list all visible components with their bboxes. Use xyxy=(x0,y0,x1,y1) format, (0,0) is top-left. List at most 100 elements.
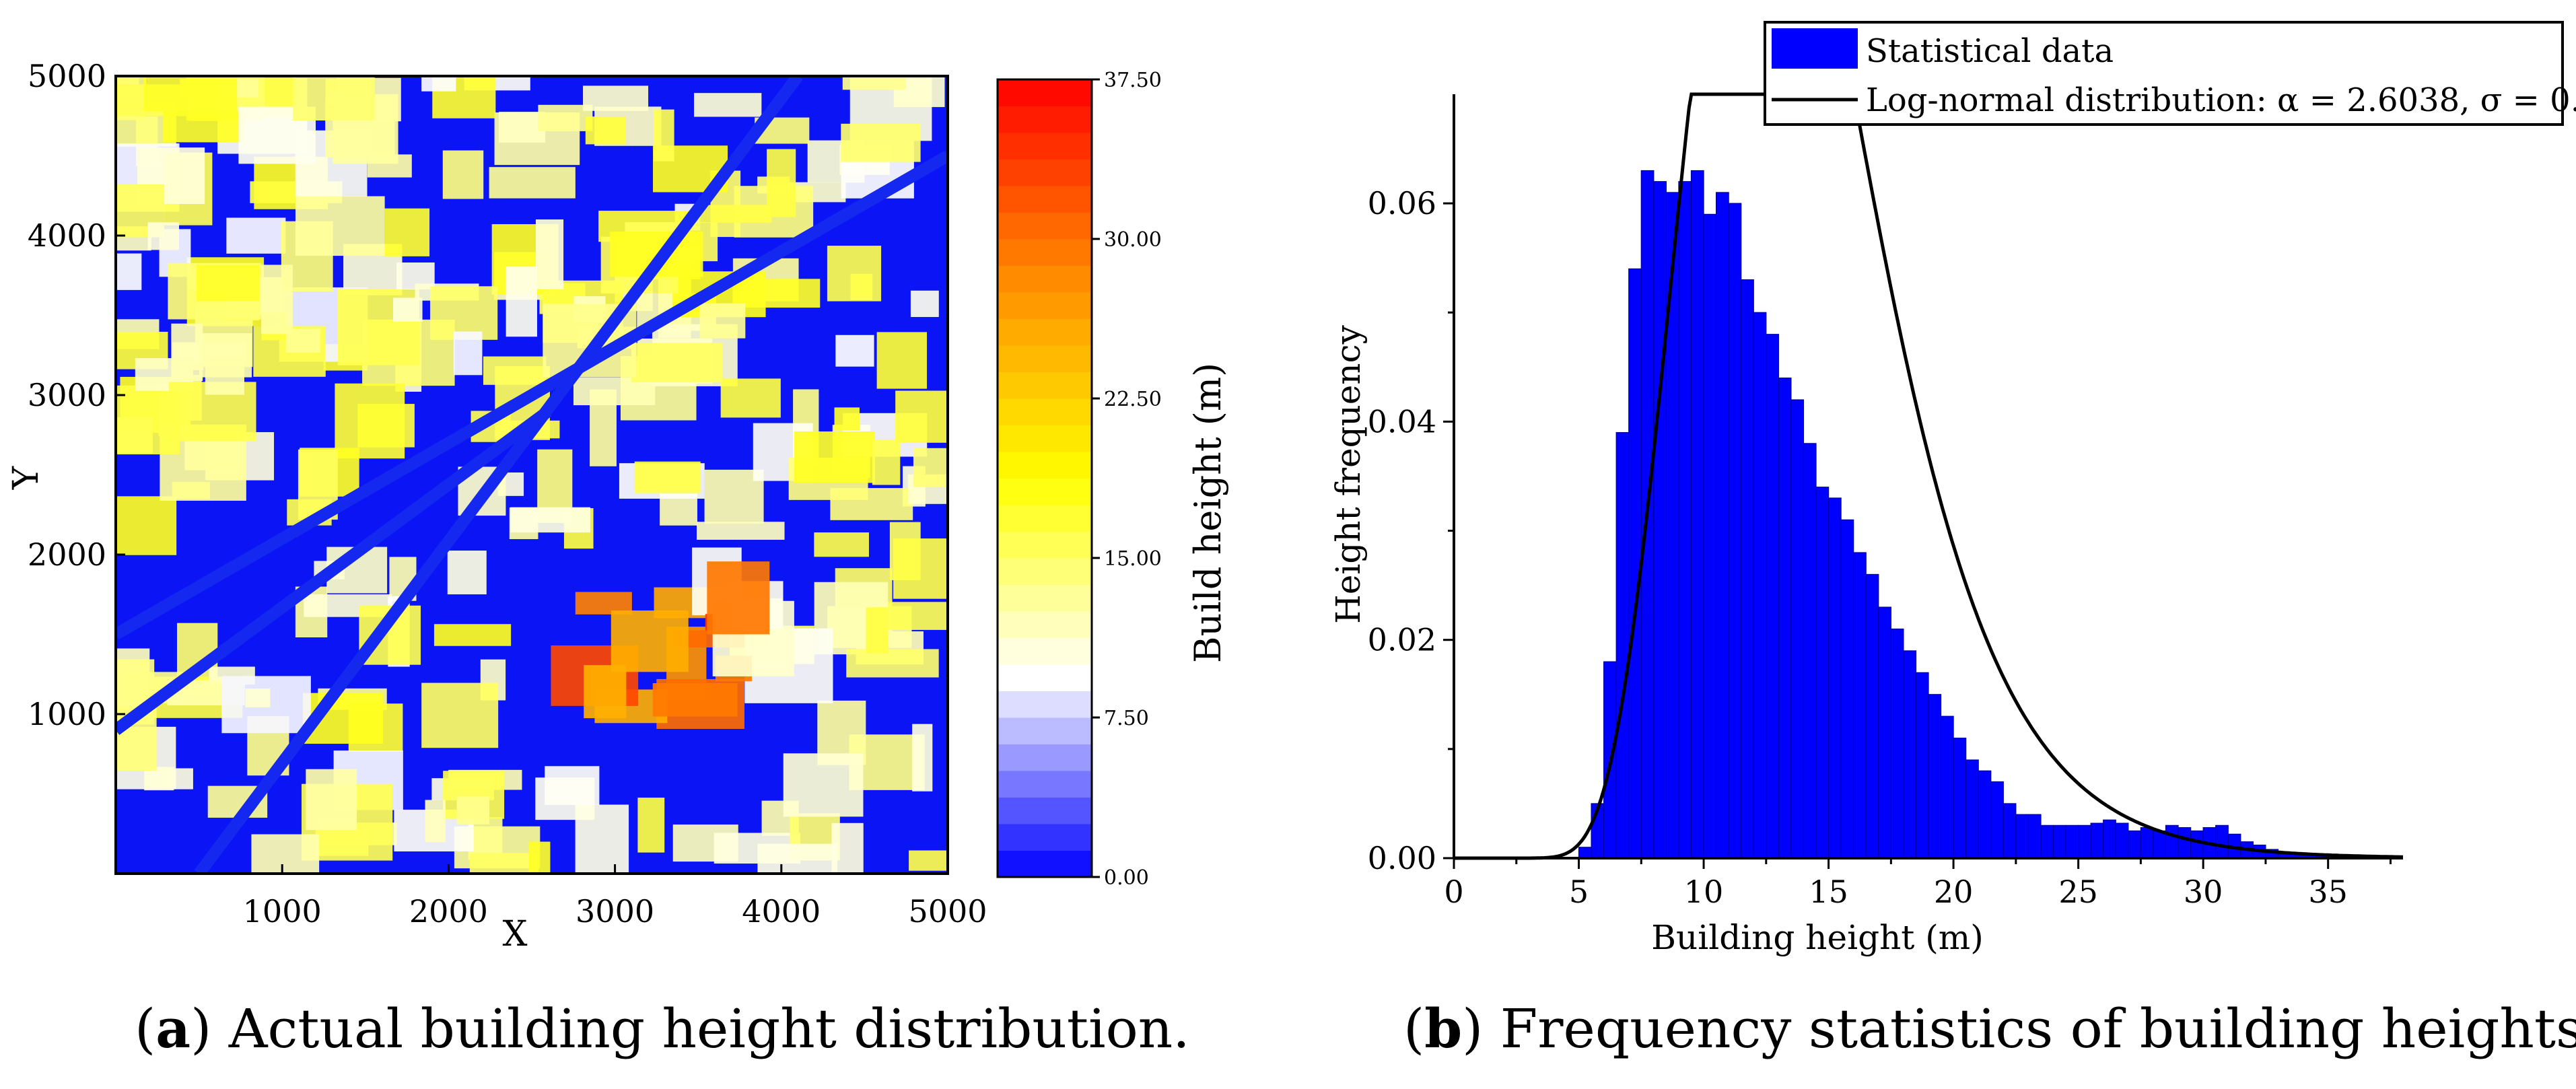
colorbar-level xyxy=(998,186,1092,213)
building-block xyxy=(535,219,564,289)
histogram-bar xyxy=(2015,814,2029,859)
histogram-bar xyxy=(1903,650,1917,859)
colorbar-level xyxy=(998,212,1092,240)
building-block xyxy=(335,383,405,459)
building-block xyxy=(506,267,537,337)
hist-y-tick-label: 0.00 xyxy=(1368,840,1436,876)
map-x-axis-label: X xyxy=(502,914,527,954)
map-x-tick-label: 4000 xyxy=(742,893,821,929)
building-block xyxy=(707,561,770,635)
histogram-bar xyxy=(1790,399,1805,859)
colorbar-level xyxy=(998,797,1092,824)
histogram-bar xyxy=(1940,715,1954,859)
building-block xyxy=(872,440,901,485)
histogram-bar xyxy=(1840,519,1854,859)
building-block xyxy=(757,843,838,874)
building-block xyxy=(631,343,723,383)
colorbar-level xyxy=(998,717,1092,744)
building-block xyxy=(634,461,701,493)
hist-y-tick-label: 0.06 xyxy=(1368,185,1436,221)
histogram-bar xyxy=(1728,203,1742,859)
histogram-bar xyxy=(2065,824,2079,859)
histogram-bar xyxy=(1928,694,1942,859)
hist-x-tick-label: 10 xyxy=(1684,874,1724,910)
colorbar-level xyxy=(998,318,1092,346)
map-y-tick-label: 1000 xyxy=(28,696,106,732)
map-x-tick-label: 1000 xyxy=(243,893,322,929)
histogram-bar xyxy=(1953,738,1967,859)
height-map-panel: 1000 2000 3000 4000 5000 1000 2000 3000 4000 5000… xyxy=(6,58,1229,954)
colorbar-level xyxy=(998,478,1092,505)
caption-b-text: Frequency statistics of building heights… xyxy=(1500,997,2576,1060)
building-block xyxy=(469,853,539,874)
legend: Statistical data Log-normal distribution… xyxy=(1764,21,2576,126)
building-block xyxy=(251,834,320,874)
hist-y-axis-label: Height frequency xyxy=(1329,324,1368,623)
colorbar-tick-label: 22.50 xyxy=(1104,388,1162,411)
colorbar-level xyxy=(998,558,1092,585)
colorbar-tick-label: 7.50 xyxy=(1104,707,1149,730)
histogram-bar xyxy=(1803,443,1817,859)
hist-x-tick-label: 20 xyxy=(1934,874,1974,910)
histogram-bar xyxy=(1878,606,1891,859)
histogram-bar xyxy=(1665,192,1679,859)
colorbar-level xyxy=(998,771,1092,798)
histogram-bar xyxy=(1716,192,1729,859)
legend-line-label: Log-normal distribution: α = 2.6038, σ =… xyxy=(1866,81,2576,119)
building-block xyxy=(912,724,933,792)
histogram-bar xyxy=(2027,814,2042,859)
colorbar-level xyxy=(998,372,1092,399)
building-block xyxy=(814,532,869,557)
map-y-tick-label: 4000 xyxy=(28,217,106,254)
height-map-frame xyxy=(114,75,949,875)
colorbar-level xyxy=(998,664,1092,691)
histogram-bar xyxy=(1678,181,1692,859)
building-block xyxy=(442,150,484,199)
map-y-tick-label: 2000 xyxy=(28,536,106,573)
colorbar-level xyxy=(998,292,1092,319)
building-block xyxy=(654,109,674,162)
histogram-bar xyxy=(2078,824,2091,859)
histogram-bar xyxy=(2128,830,2141,859)
caption-b: (b) Frequency statistics of building hei… xyxy=(1403,995,2576,1063)
legend-frame xyxy=(1764,21,2564,126)
building-block xyxy=(846,649,939,678)
histogram-bar xyxy=(1578,847,1592,859)
building-block xyxy=(116,253,142,290)
colorbar-level xyxy=(998,265,1092,293)
building-block xyxy=(456,796,490,824)
histogram-bar xyxy=(1741,279,1754,859)
colorbar-level xyxy=(998,637,1092,665)
caption-a-text: Actual building height distribution. xyxy=(228,997,1190,1060)
histogram-bar xyxy=(1778,377,1792,859)
caption-a-letter: a xyxy=(155,997,191,1060)
building-block xyxy=(433,624,512,646)
legend-bar-label: Statistical data xyxy=(1866,32,2114,70)
colorbar-level xyxy=(998,505,1092,532)
building-blocks xyxy=(116,76,948,874)
histogram-bar xyxy=(1628,268,1642,859)
building-block xyxy=(876,332,928,389)
building-block xyxy=(245,689,271,707)
building-block xyxy=(910,290,939,317)
hist-x-axis-label: Building height (m) xyxy=(1651,918,1983,957)
building-block xyxy=(585,116,626,145)
building-block xyxy=(895,390,948,443)
histogram-bar xyxy=(1827,497,1842,859)
hist-y-tick-label: 0.02 xyxy=(1368,622,1436,658)
building-block xyxy=(652,683,738,717)
building-block xyxy=(489,167,576,199)
building-block xyxy=(116,496,177,555)
building-block xyxy=(205,357,244,395)
building-block xyxy=(499,112,546,143)
building-block xyxy=(909,850,948,871)
building-block xyxy=(876,602,948,630)
histogram-bar xyxy=(1990,781,2004,859)
road-line xyxy=(194,76,803,874)
building-block xyxy=(292,76,375,121)
hist-y-tick-label: 0.04 xyxy=(1368,403,1436,440)
colorbar-tick-label: 37.50 xyxy=(1104,69,1162,92)
road-line xyxy=(116,406,553,735)
building-block xyxy=(528,841,551,874)
histogram-bar xyxy=(2003,803,2017,859)
